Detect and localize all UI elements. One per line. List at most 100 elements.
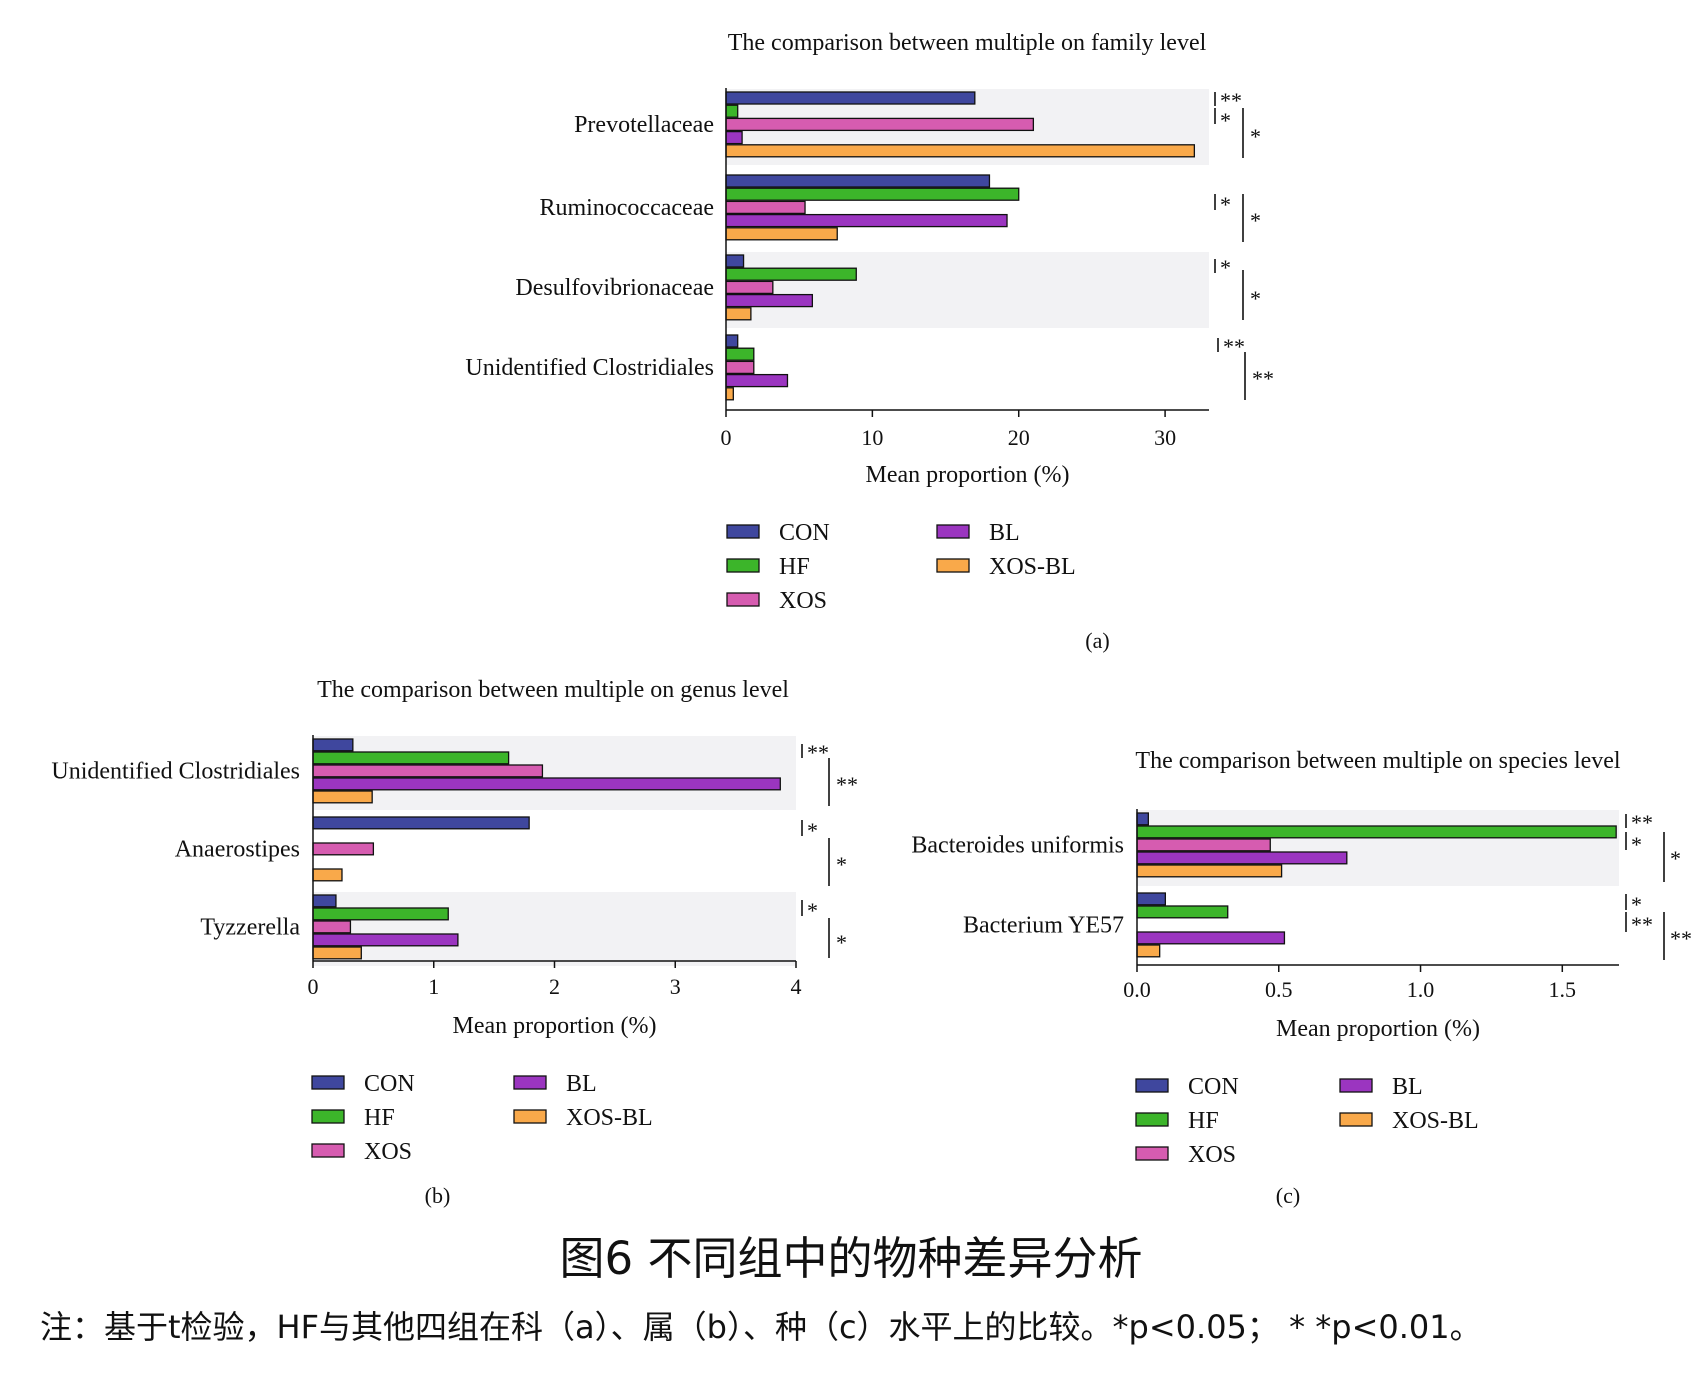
legend-label-xos: XOS (1188, 1142, 1236, 1168)
x-axis-label: Mean proportion (%) (453, 1013, 657, 1039)
bar-xos-bl-anaerostipes (312, 868, 343, 882)
bar-hf-ruminococcaceae (725, 187, 1020, 201)
significance-mark: * (1220, 108, 1231, 133)
significance-mark: ** (1223, 334, 1245, 359)
category-label: Anaerostipes (175, 837, 300, 863)
bar-hf-bacterium-ye57 (1136, 905, 1229, 919)
legend-label-con: CON (364, 1071, 415, 1097)
significance-mark: * (836, 852, 847, 877)
significance-mark: * (1250, 124, 1261, 149)
legend: CON HF XOS BL XOS-BL (1135, 1074, 1479, 1168)
bar-hf-tyzzerella (312, 907, 449, 921)
bar-xos-desulfovibrionaceae (725, 280, 774, 295)
bar-bl-prevotellaceae (725, 130, 743, 145)
category-label: Desulfovibrionaceae (515, 275, 714, 301)
bar-con-bacterium-ye57 (1136, 892, 1167, 906)
legend-label-xos-bl: XOS-BL (566, 1105, 653, 1131)
category-label: Tyzzerella (200, 915, 300, 941)
bar-bl-ruminococcaceae (725, 213, 1008, 228)
bar-xos-bl-unidentified-clostridiales (312, 790, 373, 804)
x-tick-label: 10 (861, 425, 883, 450)
legend-label-xos: XOS (364, 1139, 412, 1165)
bar-xos-unidentified-clostridiales (312, 764, 544, 778)
significance-mark: * (1220, 192, 1231, 217)
x-tick-label: 2 (549, 974, 560, 999)
legend-swatch-hf (311, 1109, 345, 1124)
legend-label-hf: HF (364, 1105, 395, 1131)
x-tick-label: 1.0 (1407, 977, 1435, 1002)
legend: CON HF XOS BL XOS-BL (311, 1071, 653, 1165)
bar-xos-ruminococcaceae (725, 200, 806, 215)
chart-title: The comparison between multiple on famil… (728, 30, 1207, 56)
bar-hf-bacteroides-uniformis (1136, 825, 1617, 839)
bar-bl-unidentified-clostridiales (312, 777, 781, 791)
significance-mark: * (1250, 208, 1261, 233)
bar-group-desulfovibrionaceae (725, 254, 857, 321)
legend-swatch-xos (311, 1143, 345, 1158)
bar-group-bacterium-ye57 (1136, 892, 1286, 958)
bar-xos-bl-ruminococcaceae (725, 227, 838, 241)
significance-mark: * (807, 898, 818, 923)
x-tick-label: 20 (1008, 425, 1030, 450)
legend-swatch-bl (513, 1075, 547, 1090)
legend-swatch-con (311, 1075, 345, 1090)
x-tick-label: 0.0 (1123, 977, 1151, 1002)
bar-con-desulfovibrionaceae (725, 254, 745, 268)
legend-swatch-con (1135, 1078, 1169, 1093)
bar-hf-unidentified-clostridiales (312, 751, 510, 765)
legend-label-xos: XOS (779, 588, 827, 614)
bar-xos-anaerostipes (312, 842, 375, 856)
chart-title: The comparison between multiple on speci… (1135, 748, 1621, 774)
bar-hf-unidentified-clostridiales (725, 347, 755, 361)
bar-xos-prevotellaceae (725, 117, 1035, 132)
significance-mark: ** (1631, 912, 1653, 937)
figure-caption: 图6 不同组中的物种差异分析 (559, 1232, 1143, 1285)
bar-con-tyzzerella (312, 894, 337, 908)
legend-swatch-xos-bl (513, 1109, 547, 1124)
significance-mark: ** (836, 772, 858, 797)
bar-con-unidentified-clostridiales (725, 334, 739, 348)
bar-xos-bl-desulfovibrionaceae (725, 307, 752, 321)
legend-label-hf: HF (1188, 1108, 1219, 1134)
bar-xos-bl-bacteroides-uniformis (1136, 864, 1283, 878)
x-tick-label: 0.5 (1265, 977, 1293, 1002)
x-tick-label: 30 (1154, 425, 1176, 450)
significance-mark: ** (1252, 366, 1274, 391)
legend-swatch-xos-bl (936, 558, 970, 573)
chart-panel-c: The comparison between multiple on speci… (911, 748, 1692, 1208)
significance-mark: ** (1670, 926, 1692, 951)
category-label: Bacterium YE57 (963, 913, 1124, 939)
bar-con-unidentified-clostridiales (312, 738, 354, 752)
legend-swatch-xos-bl (1339, 1112, 1373, 1127)
category-label: Bacteroides uniformis (911, 833, 1124, 859)
x-tick-label: 0 (721, 425, 732, 450)
bar-xos-unidentified-clostridiales (725, 360, 755, 375)
chart-panel-b: The comparison between multiple on genus… (51, 677, 858, 1208)
bar-bl-unidentified-clostridiales (725, 373, 789, 388)
bar-group-anaerostipes (312, 816, 530, 882)
bar-hf-prevotellaceae (725, 104, 739, 118)
bar-hf-desulfovibrionaceae (725, 267, 857, 281)
significance-mark: ** (1631, 810, 1653, 835)
legend-label-con: CON (779, 520, 830, 546)
significance-mark: * (1631, 832, 1642, 857)
bar-group-bacteroides-uniformis (1136, 812, 1617, 878)
significance-mark: * (807, 818, 818, 843)
bar-con-ruminococcaceae (725, 174, 991, 188)
significance-mark: * (1631, 892, 1642, 917)
legend-swatch-xos (726, 592, 760, 607)
significance-mark: ** (807, 740, 829, 765)
legend-swatch-xos (1135, 1146, 1169, 1161)
chart-title: The comparison between multiple on genus… (317, 677, 789, 703)
x-axis-label: Mean proportion (%) (866, 462, 1070, 488)
bar-xos-tyzzerella (312, 920, 352, 934)
figure-note: 注：基于t检验，HF与其他四组在科（a）、属（b）、种（c）水平上的比较。*p<… (40, 1308, 1482, 1346)
legend-label-bl: BL (1392, 1074, 1423, 1100)
legend: CON HF XOS BL XOS-BL (726, 520, 1076, 614)
chart-panel-a: The comparison between multiple on famil… (465, 30, 1274, 653)
significance-mark: * (836, 930, 847, 955)
legend-label-xos-bl: XOS-BL (989, 554, 1076, 580)
legend-label-bl: BL (989, 520, 1020, 546)
legend-label-xos-bl: XOS-BL (1392, 1108, 1479, 1134)
legend-swatch-con (726, 524, 760, 539)
